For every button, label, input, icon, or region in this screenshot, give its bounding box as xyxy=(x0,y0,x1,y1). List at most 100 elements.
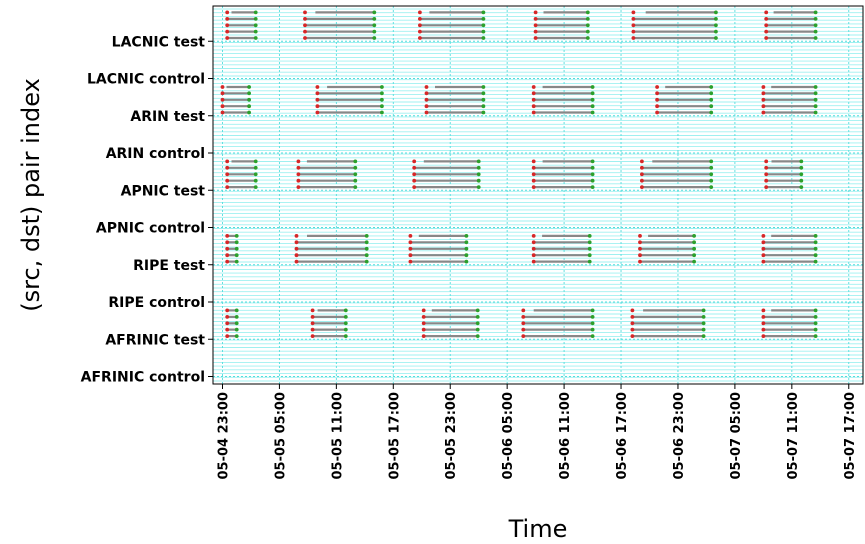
end-point xyxy=(464,253,469,258)
end-point xyxy=(709,91,714,96)
start-point xyxy=(225,308,230,313)
end-point xyxy=(692,240,696,245)
end-point xyxy=(364,253,369,258)
end-point xyxy=(714,23,718,28)
series-block-group xyxy=(225,10,818,40)
start-point xyxy=(761,321,766,326)
end-point xyxy=(353,185,358,190)
end-point xyxy=(813,104,818,109)
start-point xyxy=(531,85,536,89)
start-point xyxy=(761,334,766,338)
end-point xyxy=(813,240,818,245)
start-point xyxy=(761,246,766,251)
start-point xyxy=(533,23,538,28)
start-point xyxy=(310,308,315,313)
start-point xyxy=(294,240,299,245)
y-tick-label: AFRINIC test xyxy=(105,332,205,348)
start-point xyxy=(225,259,230,264)
end-point xyxy=(799,178,804,183)
end-point xyxy=(380,104,384,109)
row-lines xyxy=(213,8,863,382)
start-point xyxy=(761,110,766,115)
start-point xyxy=(408,234,413,238)
end-point xyxy=(587,246,592,251)
end-point xyxy=(464,234,469,238)
start-point xyxy=(521,308,526,313)
end-point xyxy=(714,29,718,34)
start-point xyxy=(294,253,299,258)
start-point xyxy=(310,315,315,319)
start-point xyxy=(296,185,301,190)
end-point xyxy=(372,23,377,28)
start-point xyxy=(310,327,315,332)
end-point xyxy=(481,85,486,89)
start-point xyxy=(655,110,659,115)
end-point xyxy=(585,23,590,28)
start-point xyxy=(225,240,230,245)
start-point xyxy=(638,246,642,251)
end-point xyxy=(590,185,595,190)
x-tick-label: 05-06 05:00 xyxy=(501,392,516,479)
x-tick-label: 05-05 11:00 xyxy=(330,392,345,479)
end-point xyxy=(234,308,239,313)
start-point xyxy=(531,253,536,258)
start-point xyxy=(225,327,230,332)
end-point xyxy=(709,165,714,170)
series-block-group xyxy=(225,159,804,190)
end-point xyxy=(813,234,818,238)
end-point xyxy=(799,185,804,190)
end-point xyxy=(701,321,706,326)
start-point xyxy=(296,165,301,170)
start-point xyxy=(421,308,426,313)
end-point xyxy=(585,36,590,40)
start-point xyxy=(303,17,307,21)
start-point xyxy=(764,23,769,28)
start-point xyxy=(638,234,642,238)
start-point xyxy=(630,315,635,319)
end-point xyxy=(234,321,239,326)
start-point xyxy=(533,10,538,15)
end-point xyxy=(364,246,369,251)
end-point xyxy=(813,259,818,264)
end-point xyxy=(253,185,258,190)
end-point xyxy=(253,159,258,164)
start-point xyxy=(418,23,422,28)
end-point xyxy=(692,253,696,258)
end-point xyxy=(364,259,369,264)
end-point xyxy=(464,259,469,264)
start-point xyxy=(531,165,536,170)
end-point xyxy=(799,172,804,177)
start-point xyxy=(531,178,536,183)
end-point xyxy=(813,91,818,96)
start-point xyxy=(764,36,769,40)
end-point xyxy=(253,10,258,15)
end-point xyxy=(380,85,384,89)
end-point xyxy=(481,29,486,34)
start-point xyxy=(761,85,766,89)
start-point xyxy=(638,259,642,264)
x-axis: 05-04 23:00 05-05 05:00 05-05 11:00 05-05 1… xyxy=(216,384,858,479)
start-point xyxy=(655,91,659,96)
start-point xyxy=(315,97,320,102)
x-tick-label: 05-04 23:00 xyxy=(216,392,231,479)
end-point xyxy=(247,97,252,102)
end-point xyxy=(590,159,595,164)
start-point xyxy=(225,315,230,319)
end-point xyxy=(587,253,592,258)
y-tick-label: RIPE test xyxy=(133,258,205,274)
end-point xyxy=(234,334,239,338)
end-point xyxy=(590,165,595,170)
start-point xyxy=(310,321,315,326)
end-point xyxy=(353,159,358,164)
end-point xyxy=(709,178,714,183)
x-tick-label: 05-07 05:00 xyxy=(729,392,744,479)
end-point xyxy=(372,29,377,34)
end-point xyxy=(813,17,818,21)
end-point xyxy=(701,327,706,332)
start-point xyxy=(294,259,299,264)
y-tick-label: APNIC test xyxy=(121,183,206,199)
start-point xyxy=(225,178,230,183)
start-point xyxy=(640,165,644,170)
end-point xyxy=(343,327,348,332)
